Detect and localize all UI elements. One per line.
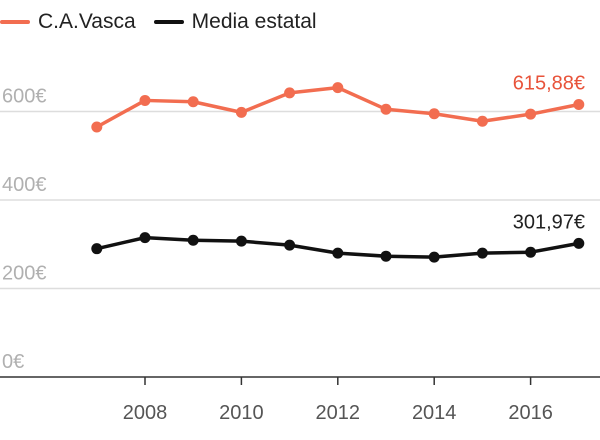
data-point-vasca — [332, 82, 344, 94]
data-point-vasca — [235, 106, 247, 118]
y-tick-label: 400€ — [2, 174, 47, 196]
data-point-media — [91, 243, 103, 255]
legend-swatch-vasca — [0, 20, 30, 24]
data-point-media — [187, 234, 199, 246]
x-tick-label: 2008 — [123, 402, 168, 424]
legend-item-vasca: C.A.Vasca — [0, 10, 136, 34]
data-point-media — [380, 250, 392, 262]
data-point-media — [332, 247, 344, 259]
data-point-vasca — [91, 121, 103, 133]
data-point-vasca — [525, 108, 537, 120]
data-point-vasca — [476, 115, 488, 127]
data-point-media — [284, 239, 296, 251]
data-point-vasca — [573, 98, 585, 110]
legend-item-media: Media estatal — [153, 10, 317, 34]
end-label-vasca: 615,88€ — [513, 72, 585, 94]
y-tick-label: 200€ — [2, 263, 47, 285]
data-point-media — [139, 232, 151, 244]
x-tick-label: 2012 — [316, 402, 361, 424]
end-label-media: 301,97€ — [513, 211, 585, 233]
data-point-media — [525, 246, 537, 258]
data-point-vasca — [380, 103, 392, 115]
data-point-media — [573, 237, 585, 249]
data-point-media — [235, 235, 247, 247]
data-point-vasca — [187, 96, 199, 108]
data-point-media — [476, 247, 488, 259]
legend: C.A.Vasca Media estatal — [0, 8, 335, 36]
y-tick-label: 600€ — [2, 86, 47, 108]
y-tick-label: 0€ — [2, 351, 24, 373]
data-point-vasca — [284, 87, 296, 99]
legend-swatch-media — [153, 20, 184, 24]
legend-label-media: Media estatal — [191, 10, 317, 33]
x-tick-label: 2016 — [508, 402, 553, 424]
data-point-vasca — [428, 108, 440, 120]
data-point-media — [428, 251, 440, 263]
data-point-vasca — [139, 94, 151, 106]
legend-label-vasca: C.A.Vasca — [38, 10, 136, 33]
x-tick-label: 2014 — [412, 402, 457, 424]
series-line-vasca — [95, 85, 581, 129]
x-tick-label: 2010 — [219, 402, 264, 424]
